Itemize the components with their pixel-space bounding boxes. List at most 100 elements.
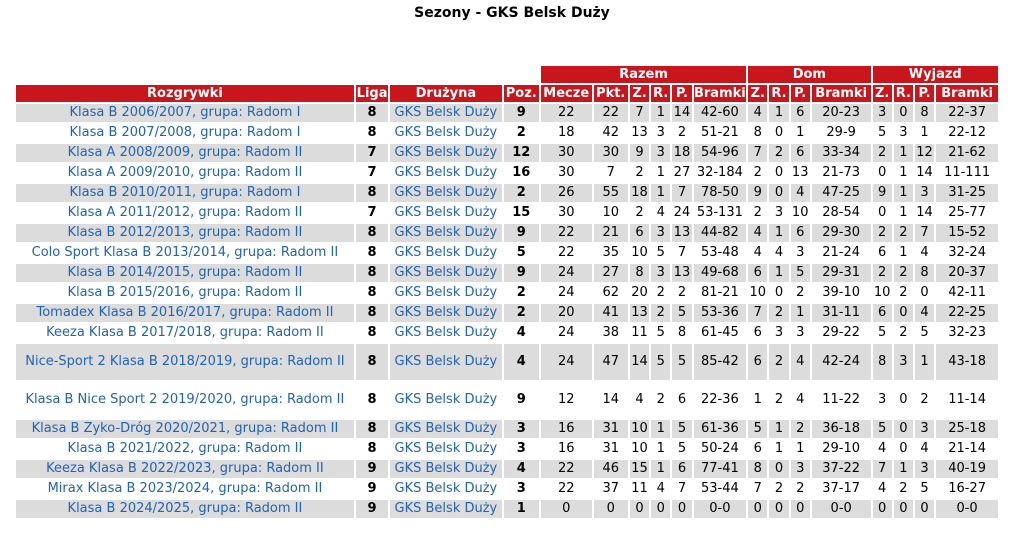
- competition-link[interactable]: Keeza Klasa B 2017/2018, grupa: Radom II: [16, 324, 354, 342]
- draws-cell: 4: [651, 480, 671, 498]
- wins-cell: 10: [629, 420, 650, 438]
- competition-link[interactable]: Klasa B Nice Sport 2 2019/2020, grupa: R…: [16, 382, 354, 418]
- away-wins-cell: 3: [872, 104, 892, 122]
- competition-link[interactable]: Klasa B 2010/2011, grupa: Radom I: [16, 184, 354, 202]
- competition-link[interactable]: Klasa B 2021/2022, grupa: Radom II: [16, 440, 354, 458]
- away-wins-cell: 4: [872, 440, 892, 458]
- team-link[interactable]: GKS Belsk Duży: [390, 460, 502, 478]
- competition-link[interactable]: Klasa B 2024/2025, grupa: Radom II: [16, 500, 354, 518]
- away-losses-cell: 4: [914, 304, 935, 322]
- team-link[interactable]: GKS Belsk Duży: [390, 304, 502, 322]
- competition-link[interactable]: Klasa A 2009/2010, grupa: Radom II: [16, 164, 354, 182]
- col-header-wins: Z.: [629, 85, 650, 102]
- home-wins-cell: 6: [748, 440, 768, 458]
- competition-link[interactable]: Klasa B 2015/2016, grupa: Radom II: [16, 284, 354, 302]
- matches-cell: 12: [540, 382, 592, 418]
- home-goals-cell: 28-54: [811, 204, 871, 222]
- team-link[interactable]: GKS Belsk Duży: [390, 344, 502, 380]
- team-link[interactable]: GKS Belsk Duży: [390, 440, 502, 458]
- competition-link[interactable]: Nice-Sport 2 Klasa B 2018/2019, grupa: R…: [16, 344, 354, 380]
- away-draws-cell: 3: [893, 124, 913, 142]
- draws-cell: 5: [651, 324, 671, 342]
- losses-cell: 7: [672, 244, 692, 262]
- team-link[interactable]: GKS Belsk Duży: [390, 124, 502, 142]
- draws-cell: 2: [651, 284, 671, 302]
- competition-link[interactable]: Klasa A 2008/2009, grupa: Radom II: [16, 144, 354, 162]
- matches-cell: 30: [540, 164, 592, 182]
- draws-cell: 1: [651, 440, 671, 458]
- away-draws-cell: 0: [893, 440, 913, 458]
- team-link[interactable]: GKS Belsk Duży: [390, 144, 502, 162]
- team-link[interactable]: GKS Belsk Duży: [390, 224, 502, 242]
- draws-cell: 5: [651, 344, 671, 380]
- home-draws-cell: 1: [769, 440, 789, 458]
- away-goals-cell: 22-25: [936, 304, 998, 322]
- team-link[interactable]: GKS Belsk Duży: [390, 104, 502, 122]
- team-link[interactable]: GKS Belsk Duży: [390, 480, 502, 498]
- team-link[interactable]: GKS Belsk Duży: [390, 500, 502, 518]
- home-goals-cell: 37-22: [811, 460, 871, 478]
- home-losses-cell: 1: [790, 440, 810, 458]
- position-cell: 4: [503, 460, 539, 478]
- competition-link[interactable]: Klasa B Zyko-Dróg 2020/2021, grupa: Rado…: [16, 420, 354, 438]
- points-cell: 42: [593, 124, 628, 142]
- home-wins-cell: 5: [748, 420, 768, 438]
- home-wins-cell: 9: [748, 184, 768, 202]
- team-link[interactable]: GKS Belsk Duży: [390, 420, 502, 438]
- team-link[interactable]: GKS Belsk Duży: [390, 184, 502, 202]
- col-header-goals: Bramki: [693, 85, 747, 102]
- away-wins-cell: 0: [872, 164, 892, 182]
- competition-link[interactable]: Klasa B 2006/2007, grupa: Radom I: [16, 104, 354, 122]
- competition-link[interactable]: Klasa A 2011/2012, grupa: Radom II: [16, 204, 354, 222]
- team-link[interactable]: GKS Belsk Duży: [390, 382, 502, 418]
- position-cell: 9: [503, 224, 539, 242]
- home-wins-cell: 4: [748, 224, 768, 242]
- team-link[interactable]: GKS Belsk Duży: [390, 164, 502, 182]
- competition-link[interactable]: Tomadex Klasa B 2016/2017, grupa: Radom …: [16, 304, 354, 322]
- league-cell: 8: [355, 104, 389, 122]
- matches-cell: 16: [540, 440, 592, 458]
- home-draws-cell: 2: [769, 304, 789, 322]
- draws-cell: 0: [651, 500, 671, 518]
- away-losses-cell: 8: [914, 264, 935, 282]
- wins-cell: 2: [629, 164, 650, 182]
- away-wins-cell: 10: [872, 284, 892, 302]
- wins-cell: 13: [629, 124, 650, 142]
- competition-link[interactable]: Colo Sport Klasa B 2013/2014, grupa: Rad…: [16, 244, 354, 262]
- draws-cell: 3: [651, 224, 671, 242]
- away-losses-cell: 4: [914, 440, 935, 458]
- home-wins-cell: 8: [748, 124, 768, 142]
- team-link[interactable]: GKS Belsk Duży: [390, 264, 502, 282]
- home-goals-cell: 42-24: [811, 344, 871, 380]
- table-row: Klasa B 2024/2025, grupa: Radom II 9 GKS B…: [16, 500, 998, 518]
- table-row: Klasa B 2015/2016, grupa: Radom II 8 GKS B…: [16, 284, 998, 302]
- home-losses-cell: 10: [790, 204, 810, 222]
- points-cell: 38: [593, 324, 628, 342]
- goals-cell: 81-21: [693, 284, 747, 302]
- competition-link[interactable]: Mirax Klasa B 2023/2024, grupa: Radom II: [16, 480, 354, 498]
- competition-link[interactable]: Keeza Klasa B 2022/2023, grupa: Radom II: [16, 460, 354, 478]
- competition-link[interactable]: Klasa B 2012/2013, grupa: Radom II: [16, 224, 354, 242]
- competition-link[interactable]: Klasa B 2007/2008, grupa: Radom I: [16, 124, 354, 142]
- league-cell: 8: [355, 304, 389, 322]
- goals-cell: 78-50: [693, 184, 747, 202]
- competition-link[interactable]: Klasa B 2014/2015, grupa: Radom II: [16, 264, 354, 282]
- team-link[interactable]: GKS Belsk Duży: [390, 244, 502, 262]
- away-goals-cell: 0-0: [936, 500, 998, 518]
- position-cell: 3: [503, 480, 539, 498]
- away-wins-cell: 7: [872, 460, 892, 478]
- col-header-matches: Mecze: [540, 85, 592, 102]
- points-cell: 22: [593, 104, 628, 122]
- home-wins-cell: 4: [748, 244, 768, 262]
- position-cell: 9: [503, 104, 539, 122]
- goals-cell: 53-131: [693, 204, 747, 222]
- matches-cell: 26: [540, 184, 592, 202]
- team-link[interactable]: GKS Belsk Duży: [390, 204, 502, 222]
- points-cell: 46: [593, 460, 628, 478]
- draws-cell: 3: [651, 144, 671, 162]
- home-goals-cell: 21-24: [811, 244, 871, 262]
- team-link[interactable]: GKS Belsk Duży: [390, 284, 502, 302]
- position-cell: 2: [503, 284, 539, 302]
- away-draws-cell: 2: [893, 224, 913, 242]
- team-link[interactable]: GKS Belsk Duży: [390, 324, 502, 342]
